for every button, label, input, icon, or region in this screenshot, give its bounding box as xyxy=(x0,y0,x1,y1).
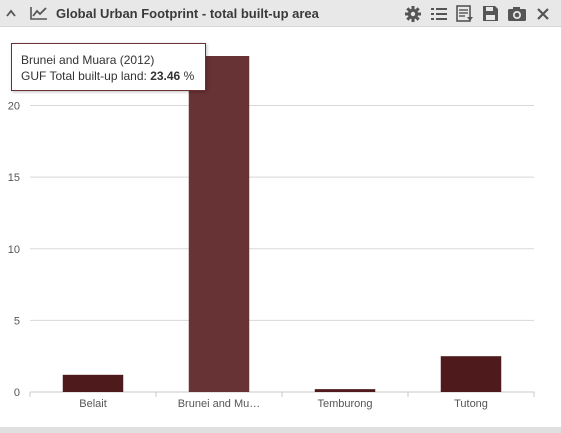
chart-header: Global Urban Footprint - total built-up … xyxy=(0,0,561,27)
y-tick-label: 10 xyxy=(8,244,20,256)
chart-tooltip: Brunei and Muara (2012) GUF Total built-… xyxy=(11,43,206,91)
y-tick-label: 0 xyxy=(14,387,20,399)
y-tick-label: 20 xyxy=(8,101,20,113)
save-button[interactable] xyxy=(481,4,501,24)
footer-bar xyxy=(0,427,561,433)
bar-chart: 0 5 10 15 20 Belait Brunei and Mu… Temburong Tut… xyxy=(8,56,535,410)
y-tick-label: 5 xyxy=(14,315,20,327)
toolbar xyxy=(403,0,553,27)
bar-3[interactable] xyxy=(440,356,502,392)
settings-button[interactable] xyxy=(403,4,423,24)
y-tick-label: 15 xyxy=(8,172,20,184)
tooltip-value: 23.46 xyxy=(150,69,181,83)
legend-list-button[interactable] xyxy=(429,4,449,24)
line-chart-icon xyxy=(30,0,50,27)
chart-title: Global Urban Footprint - total built-up … xyxy=(56,5,319,21)
camera-icon xyxy=(508,6,526,21)
x-tick-label: Belait xyxy=(79,398,107,410)
x-tick-label: Temburong xyxy=(317,398,372,410)
bar-1[interactable] xyxy=(188,56,250,392)
export-table-button[interactable] xyxy=(455,4,475,24)
gear-icon xyxy=(405,5,421,22)
close-icon xyxy=(537,7,549,20)
table-export-icon xyxy=(456,4,473,22)
close-button[interactable] xyxy=(533,4,553,24)
save-icon xyxy=(483,5,498,21)
tooltip-title: Brunei and Muara (2012) xyxy=(21,53,155,67)
tooltip-body: GUF Total built-up land: 23.46 % xyxy=(21,68,196,84)
list-icon xyxy=(431,7,447,20)
bar-0[interactable] xyxy=(62,374,124,392)
chevron-up-icon xyxy=(6,9,16,17)
x-tick-label: Tutong xyxy=(454,398,488,410)
collapse-button[interactable] xyxy=(0,0,22,27)
tooltip-unit: % xyxy=(183,69,195,83)
x-tick-label: Brunei and Mu… xyxy=(178,398,261,410)
snapshot-button[interactable] xyxy=(507,4,527,24)
tooltip-label: GUF Total built-up land: xyxy=(21,69,147,83)
bar-2[interactable] xyxy=(314,389,376,392)
